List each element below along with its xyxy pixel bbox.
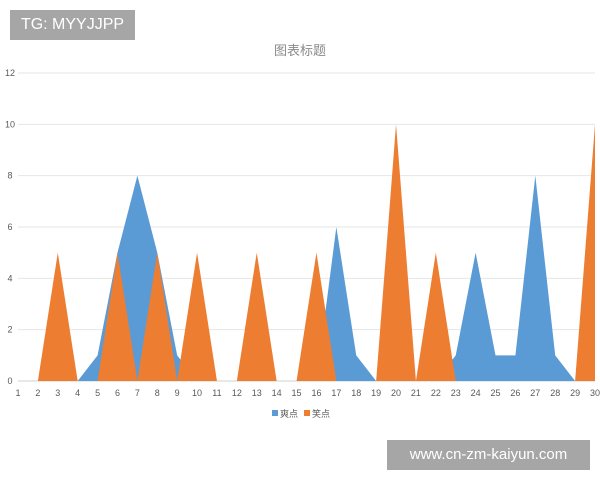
x-tick-label: 13 xyxy=(252,388,262,398)
x-tick-label: 7 xyxy=(135,388,140,398)
x-tick-label: 22 xyxy=(431,388,441,398)
x-tick-label: 20 xyxy=(391,388,401,398)
x-tick-label: 25 xyxy=(491,388,501,398)
x-tick-label: 16 xyxy=(311,388,321,398)
y-tick-label: 4 xyxy=(7,273,12,283)
x-tick-label: 18 xyxy=(351,388,361,398)
y-tick-label: 8 xyxy=(7,171,12,181)
watermark-bottom: www.cn-zm-kaiyun.com xyxy=(387,440,590,470)
watermark-top: TG: MYYJJPP xyxy=(10,10,135,40)
y-tick-label: 10 xyxy=(5,119,15,129)
x-tick-label: 4 xyxy=(75,388,80,398)
x-tick-label: 11 xyxy=(212,388,221,398)
legend: 爽点 笑点 xyxy=(272,408,330,420)
x-tick-label: 14 xyxy=(272,388,282,398)
x-tick-label: 24 xyxy=(471,388,481,398)
x-tick-label: 5 xyxy=(95,388,100,398)
legend-label: 笑点 xyxy=(312,408,330,420)
x-tick-label: 15 xyxy=(292,388,302,398)
x-tick-label: 3 xyxy=(55,388,60,398)
x-tick-label: 12 xyxy=(232,388,242,398)
x-tick-label: 19 xyxy=(371,388,381,398)
area-series-笑点 xyxy=(18,124,595,381)
chart-title: 图表标题 xyxy=(274,44,326,59)
x-tick-label: 30 xyxy=(590,388,600,398)
y-tick-label: 0 xyxy=(7,376,12,386)
x-tick-label: 26 xyxy=(510,388,520,398)
y-tick-label: 6 xyxy=(7,222,12,232)
x-tick-label: 2 xyxy=(35,388,40,398)
x-tick-label: 1 xyxy=(15,388,20,398)
x-tick-label: 28 xyxy=(550,388,560,398)
y-tick-label: 2 xyxy=(7,325,12,335)
x-tick-label: 27 xyxy=(530,388,540,398)
x-tick-label: 10 xyxy=(192,388,202,398)
x-tick-label: 6 xyxy=(115,388,120,398)
x-tick-label: 23 xyxy=(451,388,461,398)
x-tick-label: 8 xyxy=(155,388,160,398)
y-tick-label: 12 xyxy=(5,68,15,78)
x-tick-label: 21 xyxy=(411,388,421,398)
legend-swatch xyxy=(272,410,278,416)
x-tick-label: 29 xyxy=(570,388,580,398)
legend-label: 爽点 xyxy=(280,409,298,420)
legend-swatch xyxy=(304,410,310,416)
x-tick-label: 17 xyxy=(331,388,341,398)
x-tick-label: 9 xyxy=(175,388,180,398)
